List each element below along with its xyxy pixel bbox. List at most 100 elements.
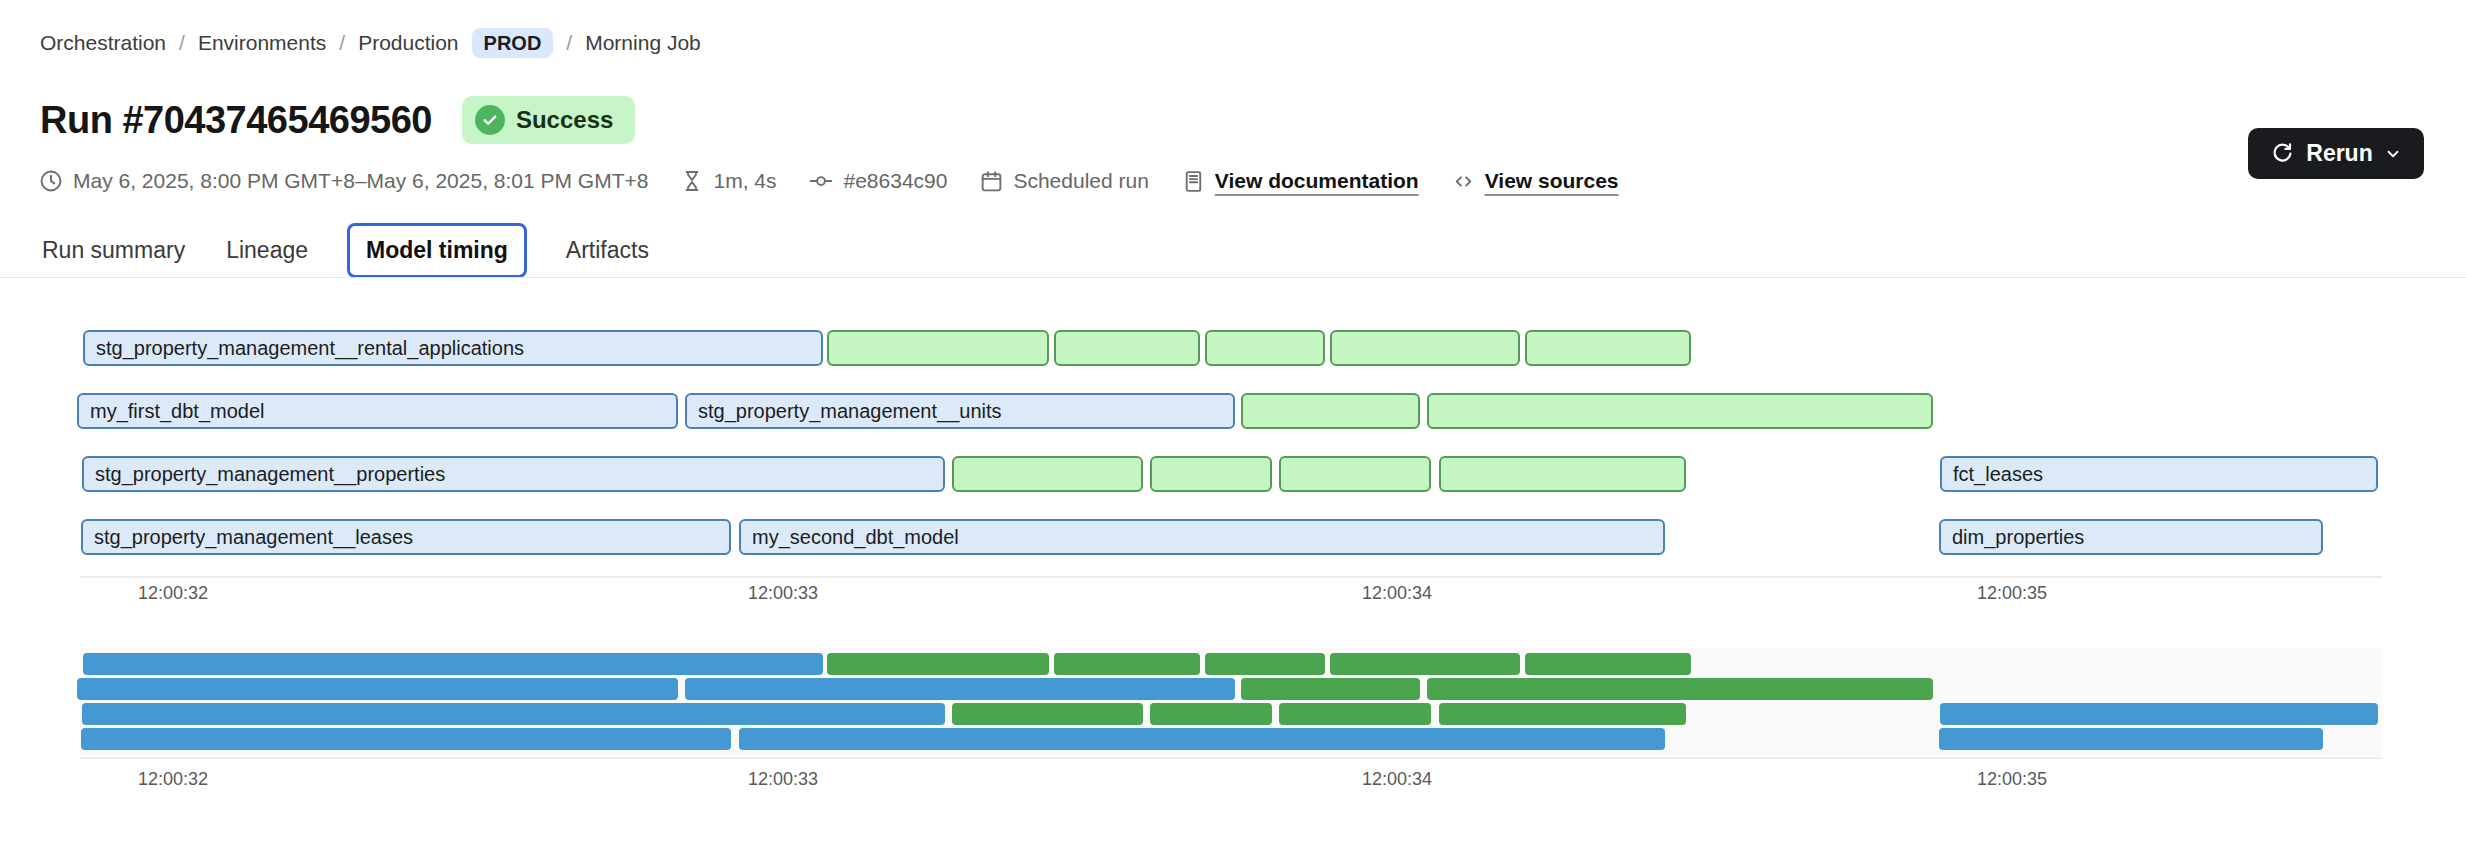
minimap-bar[interactable]	[1205, 653, 1325, 675]
model-name-label: stg_property_management__leases	[83, 526, 413, 549]
minimap-bar[interactable]	[1150, 703, 1272, 725]
rerun-button[interactable]: Rerun	[2248, 128, 2424, 179]
minimap-bar[interactable]	[685, 678, 1235, 700]
minimap-bar[interactable]	[739, 728, 1665, 750]
run-trigger: Scheduled run	[979, 169, 1148, 194]
model-name-label: fct_leases	[1942, 463, 2043, 486]
run-duration: 1m, 4s	[680, 169, 776, 193]
minimap-bar[interactable]	[82, 703, 945, 725]
gantt-bar[interactable]	[1205, 330, 1325, 366]
tab-bar: Run summary Lineage Model timing Artifac…	[40, 222, 651, 278]
calendar-icon	[979, 169, 1004, 194]
minimap-bar[interactable]	[1054, 653, 1200, 675]
minimap-bar[interactable]	[77, 678, 678, 700]
breadcrumb-item-morning-job[interactable]: Morning Job	[585, 31, 701, 55]
breadcrumb-item-orchestration[interactable]: Orchestration	[40, 31, 166, 55]
document-icon	[1181, 169, 1206, 194]
model-name-label: stg_property_management__rental_applicat…	[85, 337, 524, 360]
gantt-axis-tick-label: 12:00:34	[1362, 583, 1432, 604]
clock-icon	[38, 168, 64, 194]
tabs-divider	[0, 277, 2466, 278]
minimap-bar[interactable]	[827, 653, 1049, 675]
run-meta-row: May 6, 2025, 8:00 PM GMT+8–May 6, 2025, …	[38, 168, 1619, 194]
gantt-axis-tick-label: 12:00:33	[748, 583, 818, 604]
gantt-bar[interactable]	[1241, 393, 1420, 429]
status-label: Success	[516, 106, 613, 134]
gantt-bar[interactable]	[1439, 456, 1686, 492]
breadcrumb: Orchestration / Environments / Productio…	[40, 28, 701, 58]
model-name-label: my_first_dbt_model	[79, 400, 265, 423]
gantt-bar[interactable]	[1054, 330, 1200, 366]
minimap-bar[interactable]	[1279, 703, 1431, 725]
minimap-axis-line	[80, 757, 2382, 759]
gantt-bar[interactable]: dim_properties	[1939, 519, 2323, 555]
code-icon	[1451, 169, 1476, 194]
minimap-bar[interactable]	[952, 703, 1143, 725]
gantt-bar[interactable]	[1330, 330, 1520, 366]
tab-artifacts[interactable]: Artifacts	[564, 237, 651, 264]
page-title: Run #70437465469560	[40, 99, 432, 142]
minimap-axis-tick-label: 12:00:35	[1977, 769, 2047, 790]
model-name-label: my_second_dbt_model	[741, 526, 959, 549]
gantt-bar[interactable]: stg_property_management__rental_applicat…	[83, 330, 823, 366]
minimap-bar[interactable]	[1939, 728, 2323, 750]
run-duration-text: 1m, 4s	[713, 169, 776, 193]
run-detail-page: Orchestration / Environments / Productio…	[0, 0, 2466, 842]
minimap-axis-tick-label: 12:00:34	[1362, 769, 1432, 790]
minimap-bar[interactable]	[1330, 653, 1520, 675]
minimap-bar[interactable]	[81, 728, 731, 750]
view-sources-link[interactable]: View sources	[1485, 169, 1619, 193]
minimap-bar[interactable]	[1525, 653, 1691, 675]
minimap-axis-tick-label: 12:00:32	[138, 769, 208, 790]
gantt-bar[interactable]	[827, 330, 1049, 366]
minimap-axis-tick-label: 12:00:33	[748, 769, 818, 790]
gantt-bar[interactable]	[1279, 456, 1431, 492]
commit-sha: #e8634c90	[808, 168, 947, 194]
gantt-bar[interactable]	[1150, 456, 1272, 492]
status-badge: Success	[462, 96, 635, 144]
gantt-axis-tick-label: 12:00:35	[1977, 583, 2047, 604]
gantt-bar[interactable]	[1427, 393, 1933, 429]
success-check-icon	[475, 105, 505, 135]
gantt-bar[interactable]: fct_leases	[1940, 456, 2378, 492]
minimap-bar[interactable]	[1940, 703, 2378, 725]
chevron-down-icon[interactable]	[2384, 145, 2402, 163]
run-header: Run #70437465469560 Success	[40, 96, 635, 144]
tab-lineage[interactable]: Lineage	[224, 237, 310, 264]
minimap-bar[interactable]	[1427, 678, 1933, 700]
gantt-bar[interactable]: my_first_dbt_model	[77, 393, 678, 429]
minimap-bar[interactable]	[1241, 678, 1420, 700]
gantt-bar[interactable]: stg_property_management__properties	[82, 456, 945, 492]
hourglass-icon	[680, 169, 704, 193]
view-documentation-link[interactable]: View documentation	[1215, 169, 1419, 193]
view-documentation[interactable]: View documentation	[1181, 169, 1419, 194]
gantt-bar[interactable]: my_second_dbt_model	[739, 519, 1665, 555]
rerun-label: Rerun	[2306, 140, 2372, 167]
breadcrumb-separator: /	[179, 31, 185, 55]
refresh-icon	[2270, 141, 2295, 166]
minimap-bar[interactable]	[1439, 703, 1686, 725]
minimap-bar[interactable]	[83, 653, 823, 675]
gantt-bar[interactable]: stg_property_management__leases	[81, 519, 731, 555]
gantt-bar[interactable]	[952, 456, 1143, 492]
gantt-axis-line	[80, 576, 2382, 578]
gantt-bar[interactable]: stg_property_management__units	[685, 393, 1235, 429]
model-name-label: dim_properties	[1941, 526, 2084, 549]
run-trigger-text: Scheduled run	[1013, 169, 1148, 193]
environment-prod-badge: PROD	[472, 28, 554, 58]
model-name-label: stg_property_management__units	[687, 400, 1002, 423]
gantt-axis-tick-label: 12:00:32	[138, 583, 208, 604]
tab-run-summary[interactable]: Run summary	[40, 237, 187, 264]
gantt-bar[interactable]	[1525, 330, 1691, 366]
schedule-window: May 6, 2025, 8:00 PM GMT+8–May 6, 2025, …	[38, 168, 648, 194]
model-name-label: stg_property_management__properties	[84, 463, 445, 486]
breadcrumb-item-environments[interactable]: Environments	[198, 31, 326, 55]
tab-model-timing[interactable]: Model timing	[347, 223, 527, 278]
breadcrumb-item-production[interactable]: Production	[358, 31, 458, 55]
breadcrumb-separator: /	[339, 31, 345, 55]
commit-sha-text: #e8634c90	[843, 169, 947, 193]
view-sources[interactable]: View sources	[1451, 169, 1619, 194]
schedule-window-text: May 6, 2025, 8:00 PM GMT+8–May 6, 2025, …	[73, 169, 648, 193]
breadcrumb-separator: /	[566, 31, 572, 55]
commit-icon	[808, 168, 834, 194]
